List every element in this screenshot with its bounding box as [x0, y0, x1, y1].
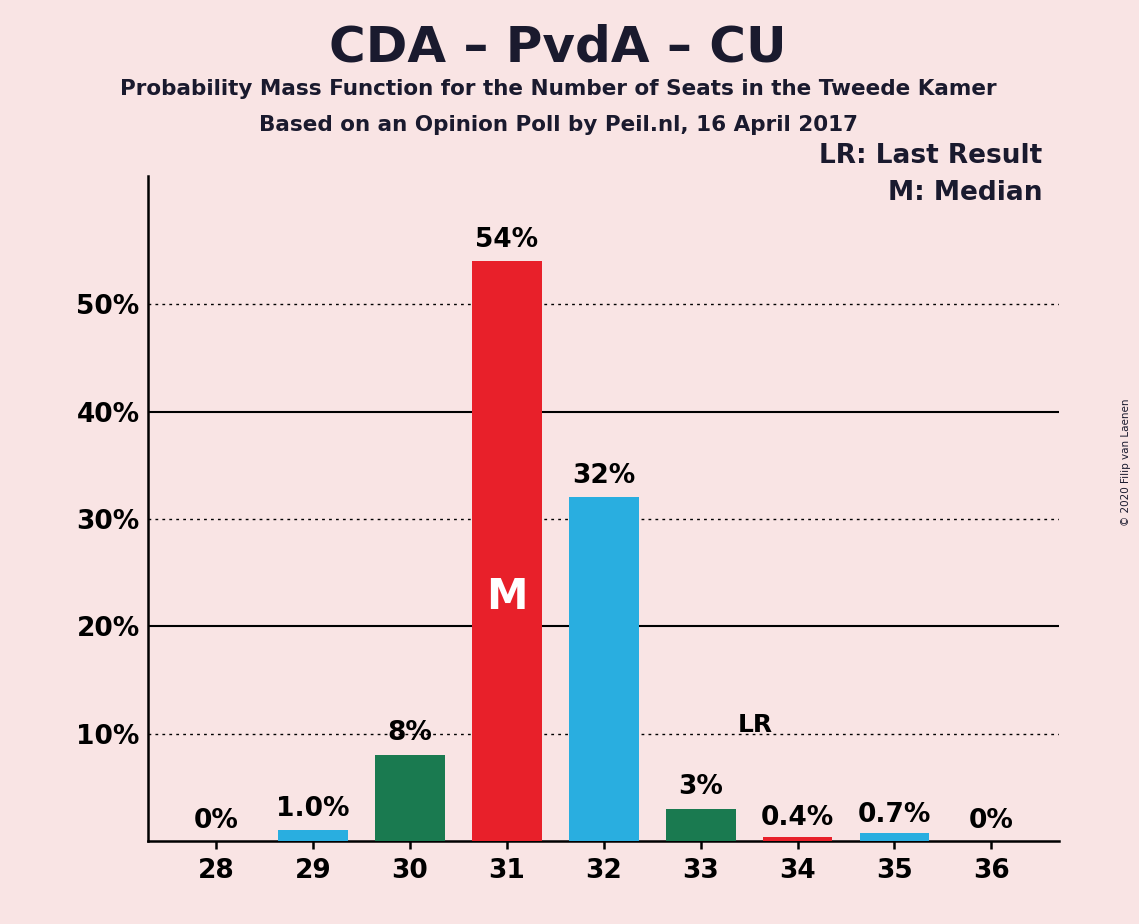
Text: CDA – PvdA – CU: CDA – PvdA – CU: [329, 23, 787, 71]
Text: 54%: 54%: [475, 226, 539, 253]
Bar: [375, 755, 444, 841]
Text: 1.0%: 1.0%: [276, 796, 350, 821]
Text: 0.7%: 0.7%: [858, 802, 932, 828]
Text: 0%: 0%: [194, 808, 238, 834]
Text: LR: Last Result: LR: Last Result: [819, 143, 1042, 169]
Text: 32%: 32%: [572, 463, 636, 489]
Text: © 2020 Filip van Laenen: © 2020 Filip van Laenen: [1121, 398, 1131, 526]
Bar: [763, 836, 833, 841]
Bar: [278, 830, 347, 841]
Bar: [568, 497, 639, 841]
Bar: [860, 833, 929, 841]
Text: 3%: 3%: [678, 774, 723, 800]
Text: LR: LR: [737, 713, 772, 737]
Text: Probability Mass Function for the Number of Seats in the Tweede Kamer: Probability Mass Function for the Number…: [120, 79, 997, 99]
Text: M: M: [486, 577, 527, 618]
Bar: [665, 808, 736, 841]
Text: Based on an Opinion Poll by Peil.nl, 16 April 2017: Based on an Opinion Poll by Peil.nl, 16 …: [259, 115, 858, 135]
Text: 0%: 0%: [969, 808, 1014, 834]
Text: 8%: 8%: [387, 721, 432, 747]
Text: 0.4%: 0.4%: [761, 805, 834, 832]
Bar: [472, 261, 542, 841]
Text: M: Median: M: Median: [887, 180, 1042, 206]
